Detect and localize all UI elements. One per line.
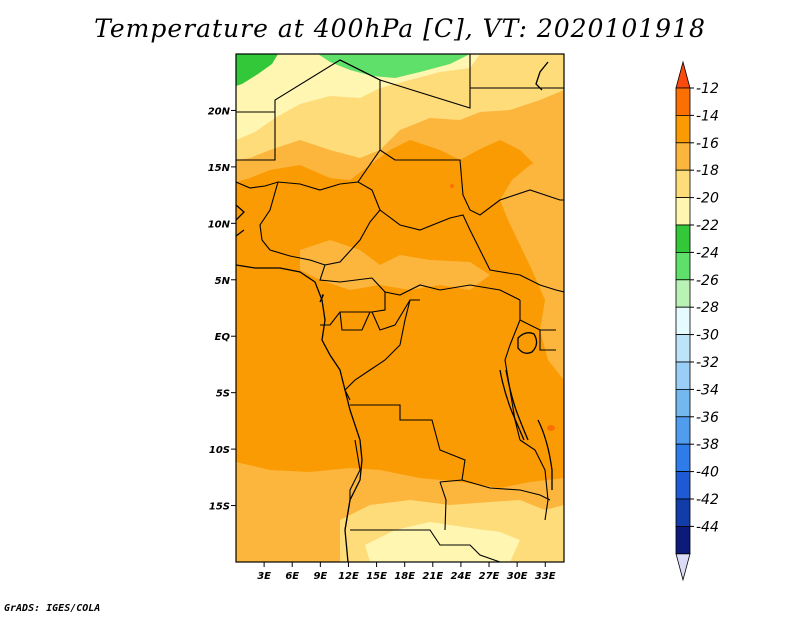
y-tick-label: 10N bbox=[208, 219, 231, 230]
colorbar-high-arrow bbox=[675, 60, 691, 89]
colorbar-bin bbox=[675, 443, 691, 473]
colorbar-bin bbox=[675, 142, 691, 171]
colorbar-label: -36 bbox=[696, 410, 719, 426]
temperature-field bbox=[236, 54, 564, 562]
map-figure: 3E 6E 9E 12E 15E 18E 21E 24E 27E 30E 33E 20N 15N 10N… bbox=[208, 53, 719, 582]
field-band-24-22-north bbox=[236, 54, 278, 86]
colorbar-bin bbox=[675, 306, 691, 336]
x-tick-label: 21E bbox=[422, 571, 443, 582]
map-title: Temperature at 400hPa [C], VT: 202010191… bbox=[94, 14, 706, 43]
field-band-18-16-east bbox=[500, 150, 564, 380]
colorbar-bin bbox=[675, 498, 691, 527]
colorbar-label: -22 bbox=[696, 218, 719, 234]
colorbar-low-arrow bbox=[675, 553, 691, 582]
colorbar-bin bbox=[675, 115, 691, 144]
x-tick-label: 30E bbox=[507, 571, 528, 582]
colorbar-label: -16 bbox=[696, 136, 719, 152]
y-tick-label: 10S bbox=[209, 445, 230, 456]
coastlines-and-lakes bbox=[236, 61, 553, 562]
longitude-axis: 3E 6E 9E 12E 15E 18E 21E 24E 27E 30E 33E bbox=[257, 562, 556, 582]
x-tick-label: 33E bbox=[535, 571, 556, 582]
colorbar-label: -42 bbox=[696, 492, 719, 508]
x-tick-label: 6E bbox=[285, 571, 299, 582]
x-tick-label: 9E bbox=[313, 571, 327, 582]
colorbar-label: -18 bbox=[696, 163, 719, 179]
y-tick-label: 5N bbox=[215, 276, 231, 287]
colorbar-bin bbox=[675, 279, 691, 308]
x-tick-label: 15E bbox=[366, 571, 387, 582]
x-tick-label: 24E bbox=[451, 571, 472, 582]
colorbar-bin bbox=[675, 416, 691, 445]
colorbar-bin bbox=[675, 388, 691, 418]
y-tick-label: 15S bbox=[209, 502, 230, 513]
colorbar-bin bbox=[675, 87, 691, 116]
field-spot-14-12 bbox=[547, 425, 555, 431]
latitude-axis: 20N 15N 10N 5N EQ 5S 10S 15S bbox=[208, 106, 236, 513]
x-tick-label: 27E bbox=[479, 571, 500, 582]
map-frame bbox=[235, 53, 565, 563]
colorbar-label: -32 bbox=[696, 355, 719, 371]
colorbar: -12 -14 -16 -18 -20 -22 -24 -26 -28 -30 -32 -34 -36 -… bbox=[675, 60, 719, 582]
colorbar-bin bbox=[675, 169, 691, 198]
colorbar-label: -24 bbox=[696, 245, 719, 261]
field-spot-14-12-small bbox=[450, 184, 454, 188]
x-tick-label: 3E bbox=[257, 571, 271, 582]
country-borders bbox=[236, 54, 564, 562]
colorbar-label: -38 bbox=[696, 437, 719, 453]
colorbar-bin bbox=[675, 197, 691, 226]
y-tick-label: EQ bbox=[215, 332, 231, 343]
colorbar-label: -26 bbox=[696, 273, 719, 289]
field-band-22-20-north bbox=[236, 54, 480, 140]
colorbar-label: -12 bbox=[696, 81, 719, 97]
colorbar-label: -34 bbox=[696, 382, 719, 398]
colorbar-bin bbox=[675, 334, 691, 363]
colorbar-bin bbox=[675, 224, 691, 253]
grads-credit: GrADS: IGES/COLA bbox=[4, 603, 101, 614]
y-tick-label: 5S bbox=[216, 389, 230, 400]
colorbar-label: -14 bbox=[696, 108, 719, 124]
colorbar-label: -20 bbox=[696, 191, 719, 207]
colorbar-label: -30 bbox=[696, 328, 719, 344]
x-tick-label: 12E bbox=[338, 571, 359, 582]
colorbar-bin bbox=[675, 526, 691, 555]
colorbar-bin bbox=[675, 251, 691, 281]
colorbar-bin bbox=[675, 361, 691, 390]
colorbar-label: -28 bbox=[696, 300, 719, 316]
colorbar-bin bbox=[675, 471, 691, 500]
x-tick-label: 18E bbox=[394, 571, 415, 582]
field-band-22-20-south bbox=[365, 522, 520, 562]
colorbar-label: -40 bbox=[696, 465, 719, 481]
y-tick-label: 20N bbox=[208, 106, 231, 117]
field-band-26-24-north bbox=[318, 54, 470, 78]
y-tick-label: 15N bbox=[208, 163, 231, 174]
field-band-18-16-central bbox=[300, 240, 490, 290]
colorbar-label: -44 bbox=[696, 519, 719, 535]
